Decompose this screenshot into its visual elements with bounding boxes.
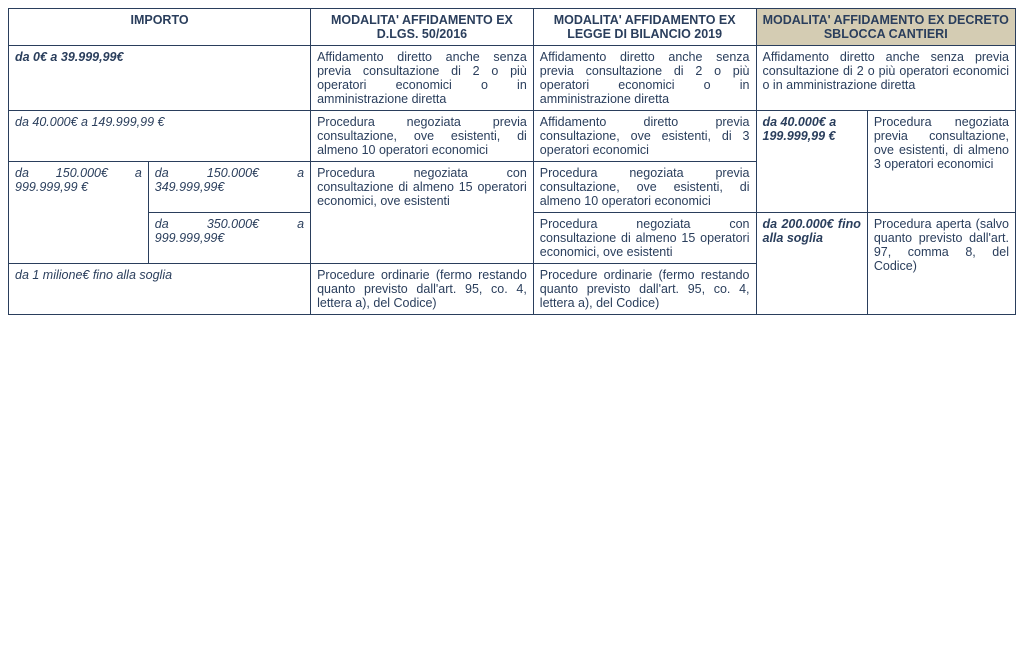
cell-sblocca-range: da 40.000€ a 199.999,99 € bbox=[756, 111, 867, 213]
cell-dlgs: Procedure ordinarie (fermo restando quan… bbox=[311, 264, 534, 315]
cell-bilancio: Procedure ordinarie (fermo restando quan… bbox=[533, 264, 756, 315]
header-importo: IMPORTO bbox=[9, 9, 311, 46]
cell-bilancio: Procedura negoziata con consultazione di… bbox=[533, 213, 756, 264]
header-dlgs: MODALITA' AFFIDAMENTO EX D.LGS. 50/2016 bbox=[311, 9, 534, 46]
comparison-table: IMPORTO MODALITA' AFFIDAMENTO EX D.LGS. … bbox=[8, 8, 1016, 315]
header-sblocca: MODALITA' AFFIDAMENTO EX DECRETO SBLOCCA… bbox=[756, 9, 1016, 46]
cell-importo-inner: da 150.000€ a 349.999,99€ bbox=[148, 162, 310, 213]
cell-sblocca-range: da 200.000€ fino alla soglia bbox=[756, 213, 867, 315]
cell-importo-inner: da 350.000€ a 999.999,99€ bbox=[148, 213, 310, 264]
cell-importo: da 0€ a 39.999,99€ bbox=[9, 46, 311, 111]
cell-bilancio: Affidamento diretto previa consultazione… bbox=[533, 111, 756, 162]
cell-sblocca-text: Procedura negoziata previa consultazione… bbox=[867, 111, 1015, 213]
header-bilancio: MODALITA' AFFIDAMENTO EX LEGGE DI BILANC… bbox=[533, 9, 756, 46]
cell-importo: da 1 milione€ fino alla soglia bbox=[9, 264, 311, 315]
cell-bilancio: Procedura negoziata previa consultazione… bbox=[533, 162, 756, 213]
table-header-row: IMPORTO MODALITA' AFFIDAMENTO EX D.LGS. … bbox=[9, 9, 1016, 46]
cell-sblocca: Affidamento diretto anche senza previa c… bbox=[756, 46, 1016, 111]
cell-dlgs: Procedura negoziata con consultazione di… bbox=[311, 162, 534, 264]
cell-bilancio: Affidamento diretto anche senza previa c… bbox=[533, 46, 756, 111]
table-row: da 0€ a 39.999,99€ Affidamento diretto a… bbox=[9, 46, 1016, 111]
cell-dlgs: Affidamento diretto anche senza previa c… bbox=[311, 46, 534, 111]
cell-sblocca-text: Procedura aperta (salvo quanto previsto … bbox=[867, 213, 1015, 315]
cell-importo-outer: da 150.000€ a 999.999,99 € bbox=[9, 162, 149, 264]
cell-importo: da 40.000€ a 149.999,99 € bbox=[9, 111, 311, 162]
table-row: da 40.000€ a 149.999,99 € Procedura nego… bbox=[9, 111, 1016, 162]
cell-dlgs: Procedura negoziata previa consultazione… bbox=[311, 111, 534, 162]
